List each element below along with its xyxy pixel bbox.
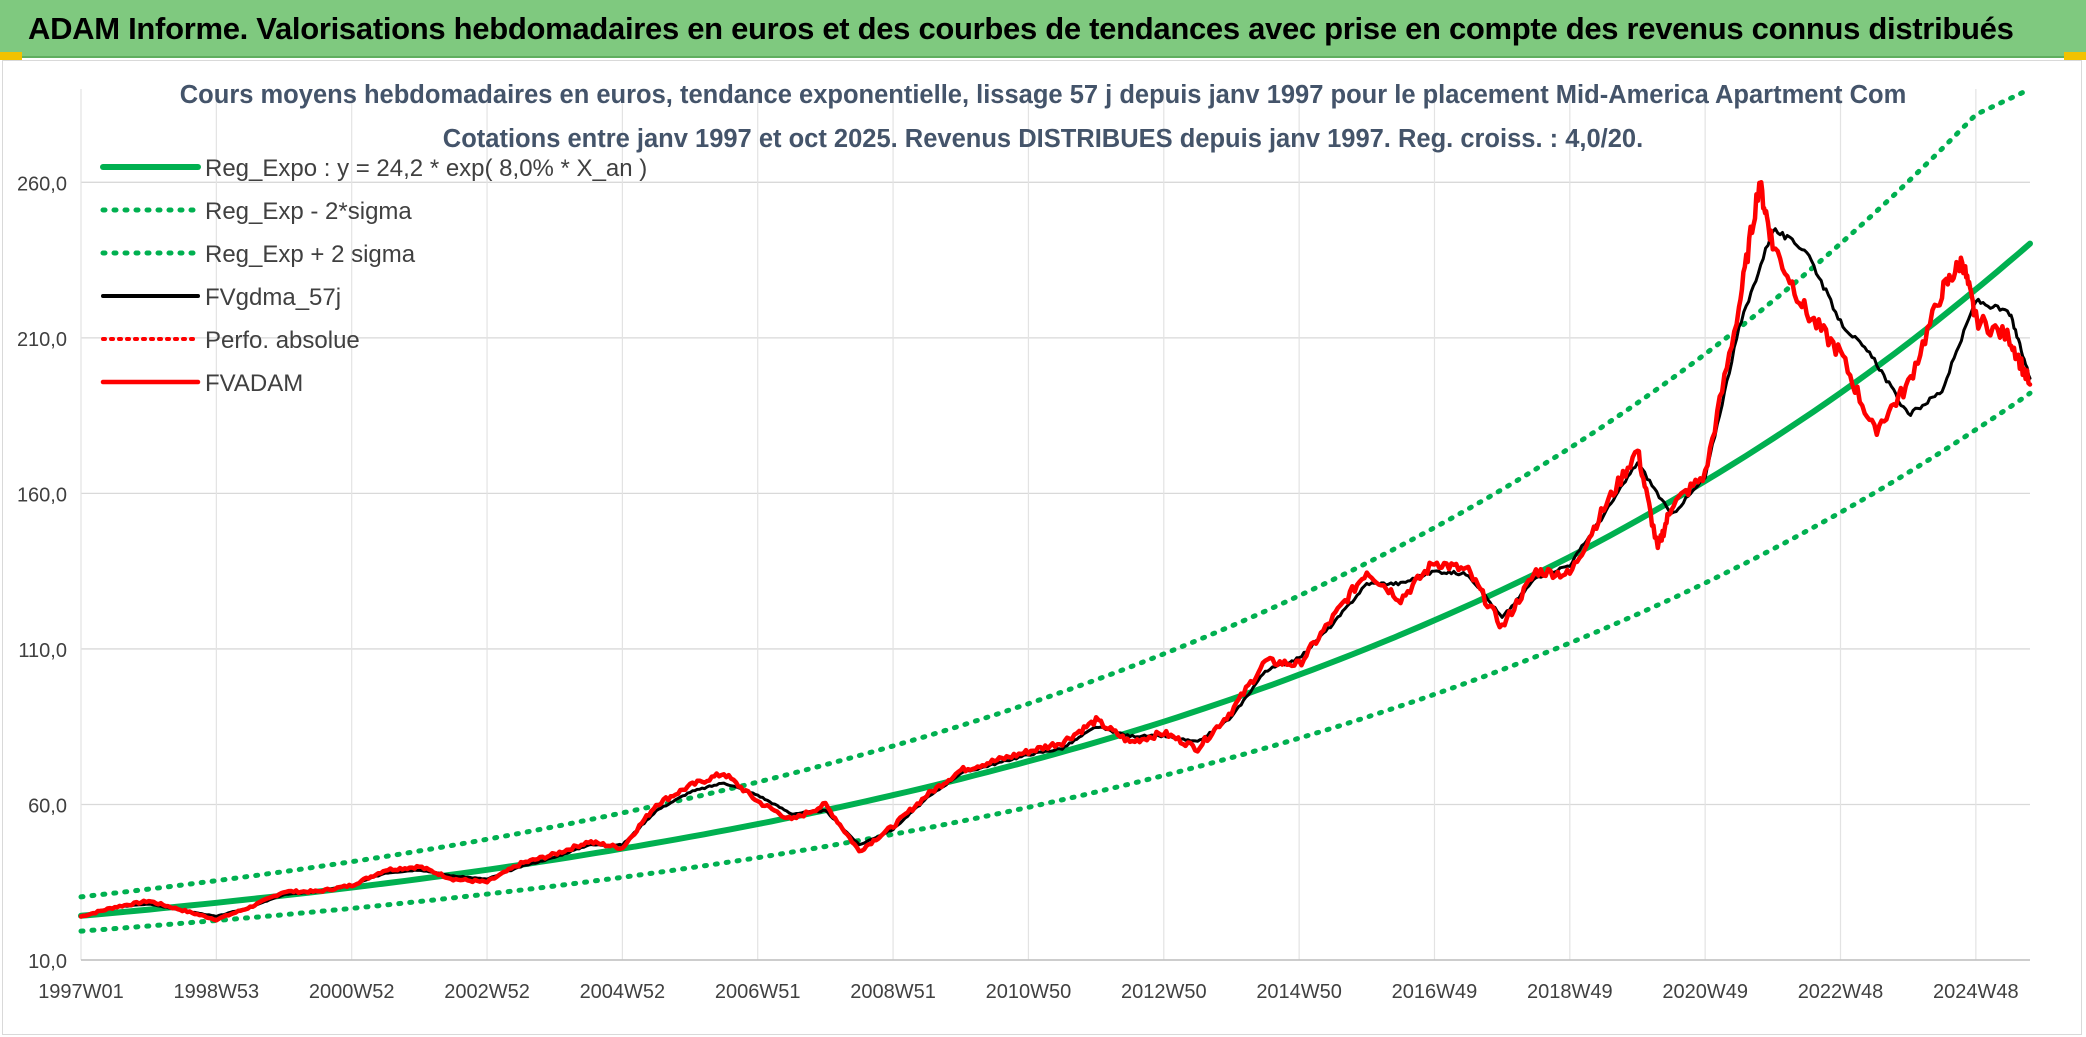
legend-label: Reg_Exp - 2*sigma [205,198,412,225]
legend-label: Reg_Expo : y = 24,2 * exp( 8,0% * X_an ) [205,155,647,182]
y-tick-label: 60,0 [28,795,67,817]
x-tick-label: 2002W52 [444,981,530,1003]
axis-tick-labels: 10,0 60,0 110,0 160,0 210,0 260,0 1997W01 1998W… [17,173,2019,1003]
legend-label: Reg_Exp + 2 sigma [205,241,416,268]
series-line-reg-exp-2-sigma [78,86,2033,900]
x-tick-label: 2016W49 [1392,981,1478,1003]
x-tick-label: 2020W49 [1662,981,1748,1003]
y-tick-label: 110,0 [18,640,67,662]
x-tick-label: 2006W51 [715,981,801,1003]
x-tick-label: 2012W50 [1121,981,1207,1003]
series-lines [78,86,2033,934]
x-tick-label: 2008W51 [850,981,936,1003]
report-title: ADAM Informe. Valorisations hebdomadaire… [28,11,2014,46]
x-tick-label: 2018W49 [1527,981,1613,1003]
series-line-reg-expo-y-24-2-exp-8-0- [78,240,2033,919]
series-line-fvgdma-57j [79,227,2032,919]
x-tick-label: 2010W50 [986,981,1072,1003]
x-tick-label: 1998W53 [174,981,260,1003]
chart-subtitle: Cotations entre janv 1997 et oct 2025. R… [443,125,1643,153]
legend-label: FVADAM [205,370,303,397]
y-tick-label: 210,0 [17,329,67,351]
x-tick-label: 2024W48 [1933,981,2019,1003]
report-banner: ADAM Informe. Valorisations hebdomadaire… [0,0,2086,58]
x-tick-label: 1997W01 [38,981,124,1003]
line-chart: 10,0 60,0 110,0 160,0 210,0 260,0 1997W01 1998W… [17,81,2033,1003]
x-tick-label: 2022W48 [1798,981,1884,1003]
corner-accent-left [0,52,22,60]
y-tick-label: 10,0 [28,951,67,973]
series-line-fvadam [78,179,2033,923]
chart-area: 10,0 60,0 110,0 160,0 210,0 260,0 1997W01 1998W… [2,60,2082,1035]
chart-title: Cours moyens hebdomadaires en euros, ten… [180,81,1907,109]
series-line-reg-exp-2-sigma [78,390,2033,934]
corner-accent-right [2064,52,2086,60]
y-tick-label: 160,0 [17,484,67,506]
gridlines [80,89,2030,961]
legend: Reg_Expo : y = 24,2 * exp( 8,0% * X_an )… [100,155,647,397]
legend-label: FVgdma_57j [205,284,341,311]
x-tick-label: 2000W52 [309,981,395,1003]
x-tick-label: 2014W50 [1256,981,1342,1003]
y-tick-label: 260,0 [17,173,67,195]
x-tick-label: 2004W52 [580,981,666,1003]
legend-label: Perfo. absolue [205,327,360,354]
